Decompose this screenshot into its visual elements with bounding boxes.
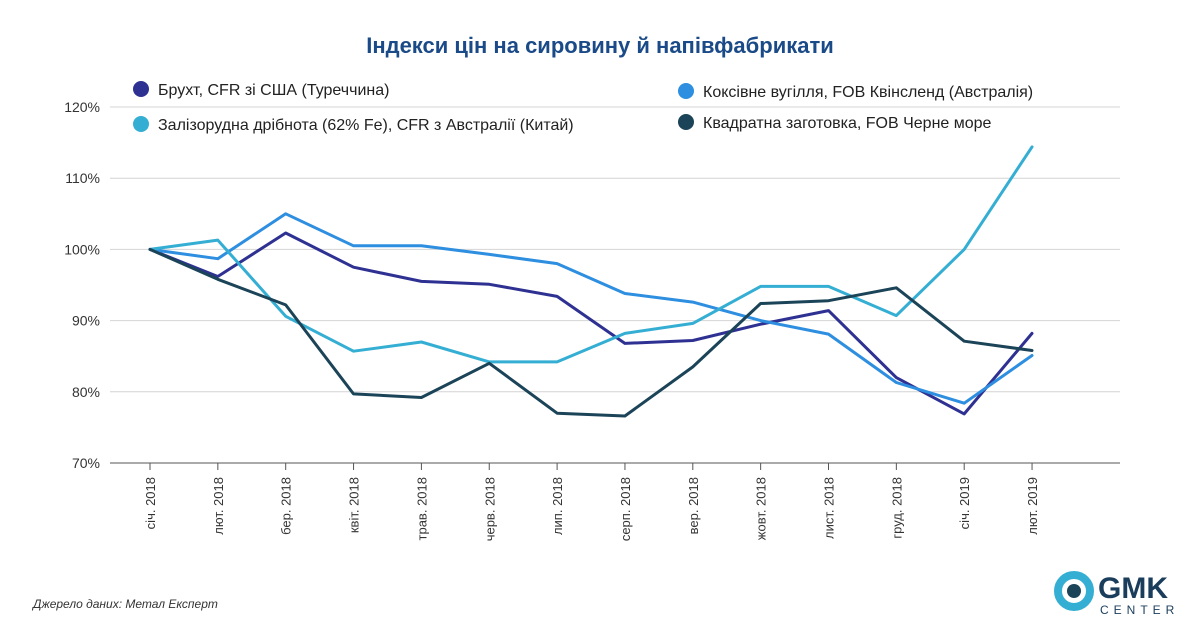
x-tick-label: черв. 2018 <box>482 477 497 541</box>
gridlines <box>110 106 1120 393</box>
x-tick-label: трав. 2018 <box>414 477 429 540</box>
y-tick-label: 120% <box>64 99 100 115</box>
logo-subtext: CENTER <box>1100 603 1179 617</box>
x-tick-label: лют. 2018 <box>211 477 226 535</box>
legend-marker-iron-ore <box>133 116 149 132</box>
source-note: Джерело даних: Метал Експерт <box>31 597 218 611</box>
series-line-coal <box>148 212 1034 405</box>
series-line-iron-ore <box>148 145 1034 364</box>
y-axis-ticks: 70% 80% 90% 100% 110% 120% <box>64 99 100 471</box>
legend-marker-coal <box>678 83 694 99</box>
legend-label-coal: Коксівне вугілля, FOB Квінсленд (Австрал… <box>703 84 1033 101</box>
x-tick-label: бер. 2018 <box>279 477 294 535</box>
x-tick-label: серп. 2018 <box>618 477 633 541</box>
y-tick-label: 80% <box>72 384 100 400</box>
legend-marker-scrap <box>133 81 149 97</box>
x-tick-label: січ. 2019 <box>957 477 972 529</box>
legend-label-scrap: Брухт, CFR зі США (Туреччина) <box>158 82 389 99</box>
x-axis-ticks: січ. 2018 лют. 2018 бер. 2018 квіт. 2018 тра… <box>143 463 1040 541</box>
gmk-center-logo: GMK CENTER <box>1054 571 1179 617</box>
y-tick-label: 90% <box>72 313 100 329</box>
series-line-billet <box>148 247 1034 418</box>
legend-label-billet: Квадратна заготовка, FOB Черне море <box>703 115 992 132</box>
chart-title: Індекси цін на сировину й напівфабрикати <box>366 33 834 58</box>
logo-ring <box>1054 571 1094 611</box>
x-tick-label: лип. 2018 <box>550 477 565 535</box>
legend: Брухт, CFR зі США (Туреччина) Коксівне в… <box>133 81 1033 134</box>
x-tick-label: лист. 2018 <box>822 477 837 539</box>
y-tick-label: 110% <box>65 170 100 186</box>
x-tick-label: січ. 2018 <box>143 477 158 529</box>
x-tick-label: лют. 2019 <box>1025 477 1040 535</box>
y-tick-label: 70% <box>72 455 100 471</box>
legend-label-iron-ore: Залізорудна дрібнота (62% Fe), CFR з Авс… <box>158 117 574 134</box>
logo-text: GMK <box>1098 572 1168 605</box>
x-tick-label: вер. 2018 <box>686 477 701 534</box>
x-tick-label: груд. 2018 <box>889 477 904 539</box>
x-tick-label: жовт. 2018 <box>754 477 769 540</box>
logo-core <box>1067 584 1081 598</box>
y-tick-label: 100% <box>64 241 100 257</box>
series-lines <box>148 145 1034 418</box>
legend-marker-billet <box>678 114 694 130</box>
x-tick-label: квіт. 2018 <box>347 477 362 533</box>
series-line-scrap <box>148 231 1034 416</box>
